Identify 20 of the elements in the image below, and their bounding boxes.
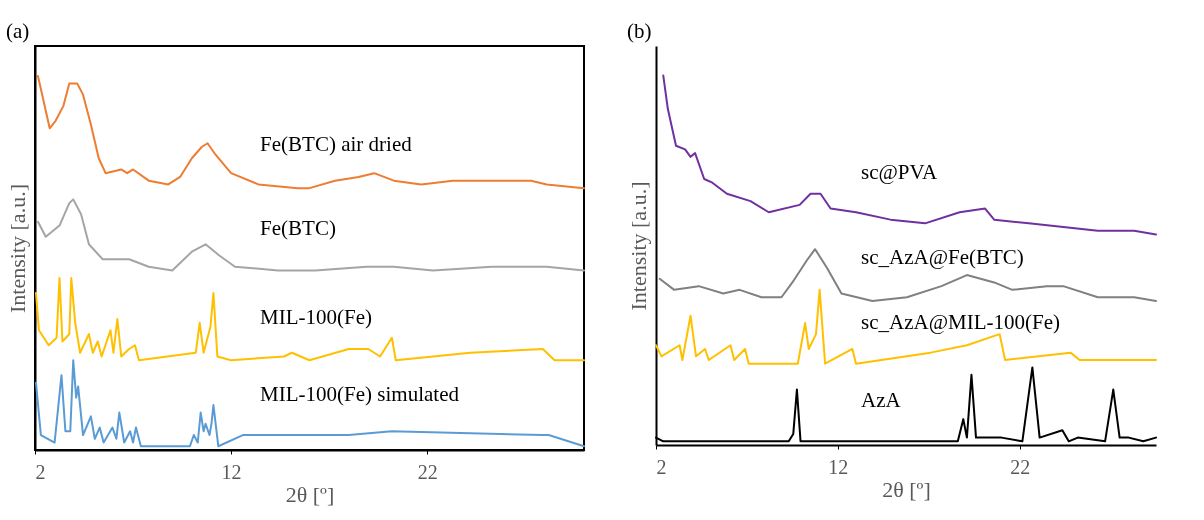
chart-title: (b) — [627, 19, 652, 43]
series-label: sc@PVA — [861, 160, 938, 185]
x-tick-label: 12 — [221, 460, 242, 483]
series-label: Fe(BTC) — [260, 215, 336, 240]
x-tick-label: 22 — [1010, 455, 1031, 478]
series-label: MIL-100(Fe) simulated — [260, 382, 460, 407]
chart-title: (a) — [6, 19, 30, 43]
x-axis-title: 2θ [º] — [285, 481, 335, 507]
series-label: MIL-100(Fe) — [260, 305, 373, 330]
y-axis-title: Intensity [a.u.] — [625, 181, 651, 311]
x-tick-label: 12 — [828, 455, 849, 478]
x-tick-label: 2 — [35, 460, 46, 483]
y-axis-title: Intensity [a.u.] — [4, 184, 30, 313]
series-label: AzA — [861, 388, 902, 413]
x-tick-label: 22 — [417, 460, 438, 483]
series-label: sc_AzA@Fe(BTC) — [861, 245, 1024, 270]
x-axis-title: 2θ [º] — [882, 476, 931, 502]
series-label: sc_AzA@MIL-100(Fe) — [861, 309, 1060, 334]
x-tick-label: 2 — [656, 455, 667, 478]
series-label: Fe(BTC) air dried — [260, 131, 413, 156]
